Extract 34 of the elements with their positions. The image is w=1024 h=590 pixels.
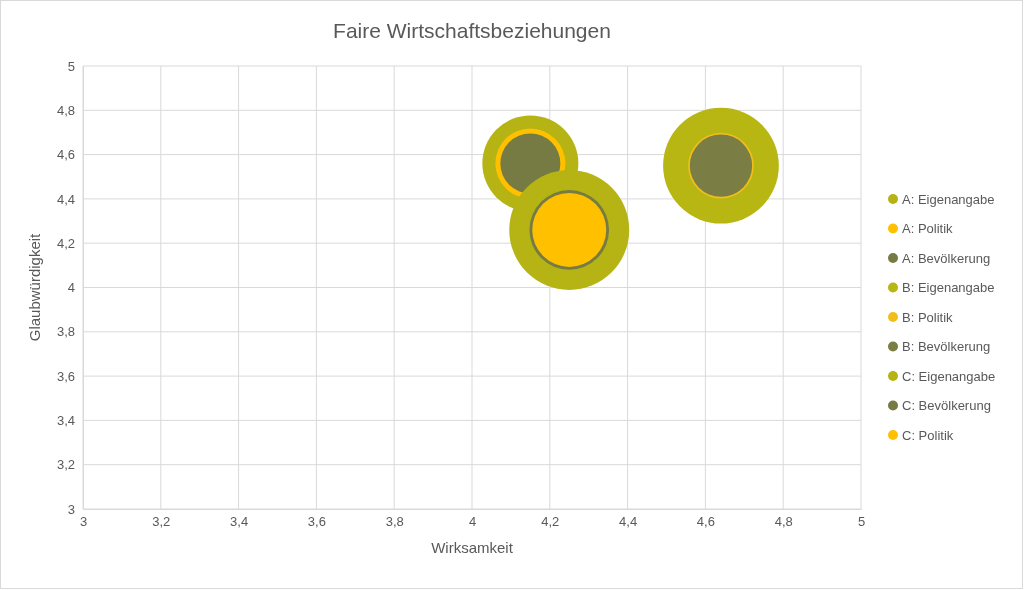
chart-title: Faire Wirtschaftsbeziehungen (333, 19, 611, 42)
y-tick-label: 4 (67, 280, 75, 296)
x-tick-label: 3,6 (307, 514, 326, 530)
y-tick-label: 4,2 (56, 235, 75, 251)
y-tick-label: 4,6 (56, 147, 75, 163)
legend-label: A: Eigenangabe (902, 191, 995, 207)
x-tick-label: 4,8 (774, 514, 793, 530)
legend-label: A: Bevölkerung (902, 250, 991, 266)
x-tick-label: 3,4 (230, 514, 249, 530)
x-tick-label: 4,6 (696, 514, 715, 530)
y-tick-label: 4,8 (56, 102, 75, 118)
legend-label: C: Eigenangabe (902, 368, 996, 384)
x-tick-label: 4,4 (619, 514, 638, 530)
legend-label: B: Politik (902, 309, 954, 325)
legend-label: C: Bevölkerung (902, 398, 991, 413)
x-tick-label: 3,2 (152, 514, 171, 530)
legend-label: B: Bevölkerung (902, 339, 991, 354)
x-tick-label: 5 (857, 514, 866, 530)
legend-label: B: Eigenangabe (902, 280, 995, 295)
legend-label: A: Politik (902, 221, 954, 236)
x-tick-label: 4,2 (541, 514, 560, 530)
x-tick-label: 4 (468, 514, 477, 530)
y-tick-label: 3,4 (56, 413, 75, 429)
y-tick-label: 3,2 (56, 457, 75, 473)
y-tick-label: 5 (67, 58, 75, 74)
y-axis-title: Glaubwürdigkeit (26, 232, 43, 342)
legend-label: C: Politik (902, 427, 954, 443)
x-axis-title: Wirksamkeit (431, 539, 514, 556)
y-tick-label: 4,4 (56, 191, 75, 207)
x-tick-label: 3,8 (385, 514, 404, 530)
y-tick-label: 3,6 (56, 368, 75, 384)
x-tick-label: 3 (79, 514, 88, 530)
y-tick-label: 3,8 (56, 324, 75, 340)
y-tick-label: 3 (67, 501, 75, 517)
